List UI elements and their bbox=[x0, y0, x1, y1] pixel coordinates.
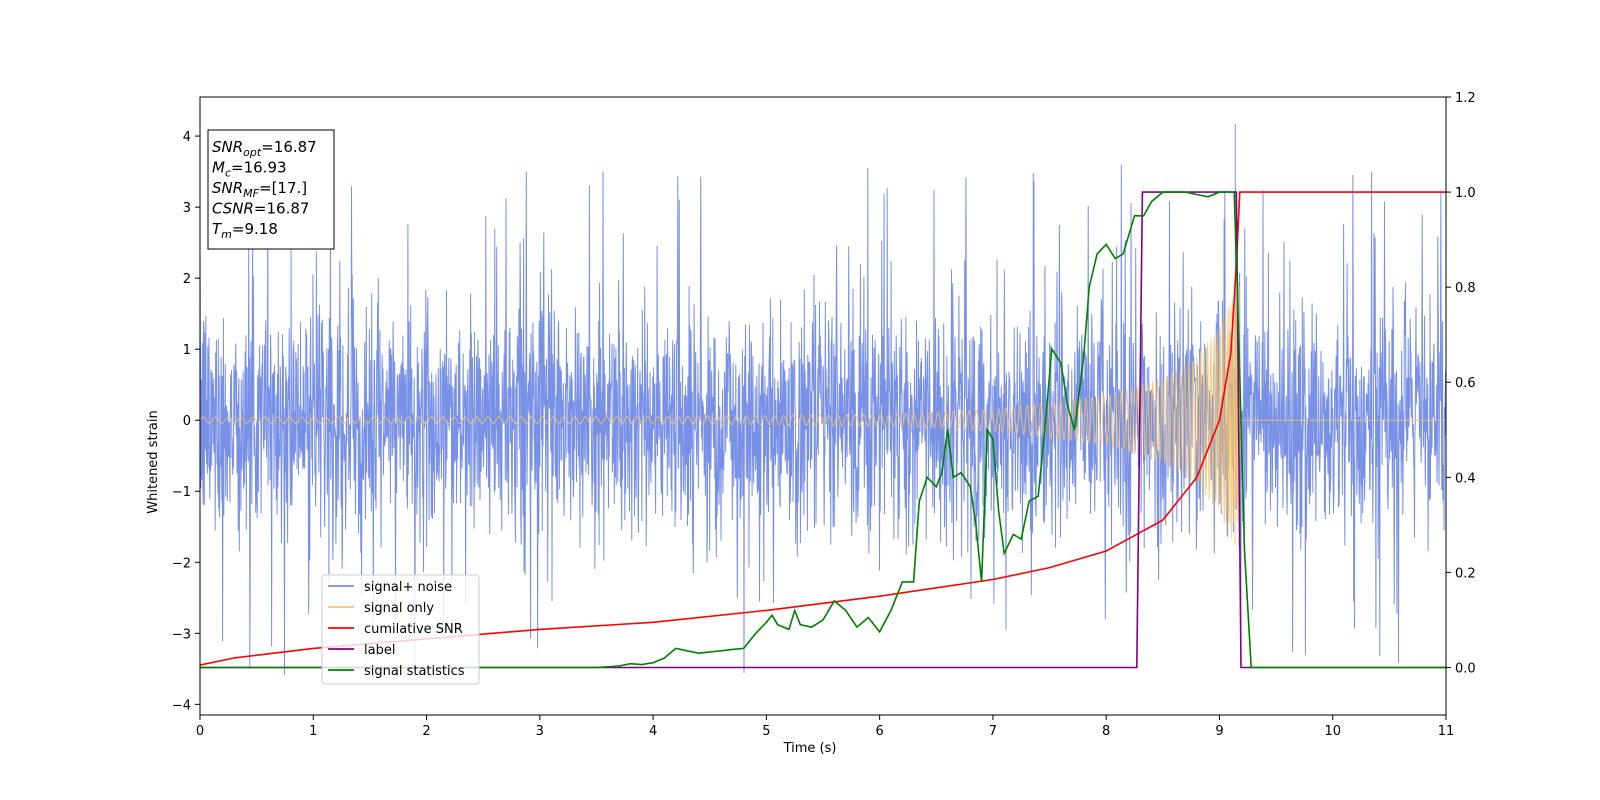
stats-annotation-box: SNRopt=16.87Mc=16.93SNRMF=[17.]CSNR=16.8… bbox=[207, 129, 335, 250]
x-tick-label: 11 bbox=[1438, 724, 1455, 739]
annotation-line: Mc=16.93 bbox=[212, 159, 287, 180]
y-tick-label: 2 bbox=[183, 272, 191, 287]
annotation-frame bbox=[207, 129, 335, 250]
x-tick-label: 4 bbox=[649, 724, 657, 739]
y2-tick-label: 0.6 bbox=[1455, 376, 1476, 391]
y-tick-label: −4 bbox=[172, 698, 191, 713]
y-tick-label: −3 bbox=[172, 627, 191, 642]
x-tick-label: 0 bbox=[196, 724, 204, 739]
legend-label-label: label bbox=[364, 643, 395, 658]
x-tick-label: 3 bbox=[536, 724, 544, 739]
x-axis-label: Time (s) bbox=[783, 741, 837, 756]
y-tick-label: 0 bbox=[183, 414, 191, 429]
y-tick-label: 1 bbox=[183, 343, 191, 358]
x-tick-label: 7 bbox=[989, 724, 997, 739]
x-tick-label: 5 bbox=[762, 724, 770, 739]
y-axis-label: Whitened strain bbox=[146, 410, 161, 513]
legend-label-signal-statistics: signal statistics bbox=[364, 664, 465, 679]
annotation-line: CSNR=16.87 bbox=[212, 200, 309, 218]
legend: signal+ noise signal only cumilative SNR la… bbox=[321, 574, 480, 685]
axes: 0 1 2 3 4 5 6 7 8 9 10 11 −4 −3 −2 −1 0 1 2 3 4 0.0 0.2 0.4 0.6 0… bbox=[172, 91, 1476, 739]
x-tick-label: 8 bbox=[1102, 724, 1110, 739]
series-signal-statistics bbox=[200, 191, 1446, 669]
x-tick-label: 6 bbox=[875, 724, 883, 739]
legend-label-cumilative-snr: cumilative SNR bbox=[364, 622, 463, 637]
legend-label-signal-noise: signal+ noise bbox=[364, 580, 452, 595]
x-tick-label: 10 bbox=[1324, 724, 1341, 739]
y-tick-label: −2 bbox=[172, 556, 191, 571]
x-tick-label: 9 bbox=[1215, 724, 1223, 739]
y2-tick-label: 1.0 bbox=[1455, 186, 1476, 201]
y2-tick-label: 0.2 bbox=[1455, 566, 1476, 581]
plot-frame bbox=[199, 96, 1447, 716]
annotation-line: SNRMF=[17.] bbox=[212, 179, 307, 200]
series-signal-only bbox=[200, 281, 1446, 548]
y-tick-label: 3 bbox=[183, 201, 191, 216]
y-tick-label: 4 bbox=[183, 130, 191, 145]
y2-tick-label: 0.8 bbox=[1455, 281, 1476, 296]
y2-tick-label: 0.0 bbox=[1455, 661, 1476, 676]
annotation-line: SNRopt=16.87 bbox=[212, 138, 317, 159]
legend-label-signal-only: signal only bbox=[364, 601, 434, 616]
y2-tick-label: 1.2 bbox=[1455, 91, 1476, 106]
legend-frame bbox=[321, 574, 480, 685]
annotation-line: Tm=9.18 bbox=[212, 220, 278, 241]
x-tick-label: 1 bbox=[309, 724, 317, 739]
y2-tick-label: 0.4 bbox=[1455, 471, 1476, 486]
x-tick-label: 2 bbox=[422, 724, 430, 739]
y-tick-label: −1 bbox=[172, 485, 191, 500]
